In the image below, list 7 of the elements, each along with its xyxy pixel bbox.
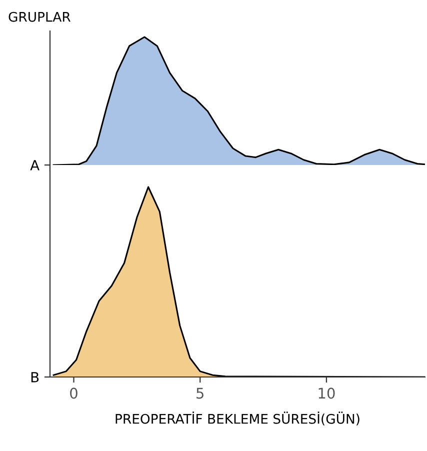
x-tick-label: 10 (318, 388, 335, 399)
x-tick-label: 0 (70, 388, 78, 399)
y-axis-title: GRUPLAR (8, 12, 70, 22)
x-tick-label: 5 (196, 388, 204, 399)
series-label: A (30, 160, 40, 170)
x-axis-title: PREOPERATİF BEKLEME SÜRESİ(GÜN) (116, 412, 360, 426)
series-label: B (31, 372, 39, 382)
